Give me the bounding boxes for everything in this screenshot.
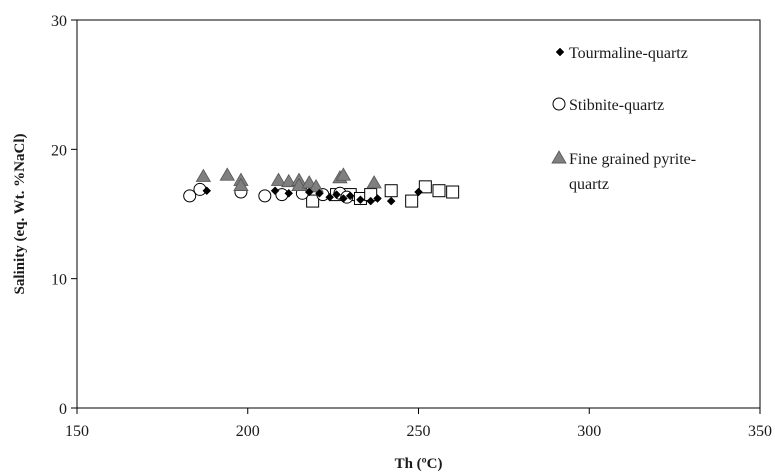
diamond-point (332, 190, 341, 199)
diamond-point (373, 194, 382, 203)
triangle-point (219, 167, 235, 181)
triangle-point (233, 177, 249, 191)
data-points (183, 167, 460, 208)
y-tick-label: 0 (59, 401, 67, 418)
diamond-point (345, 191, 355, 201)
square-point (432, 184, 446, 198)
triangle-point (366, 175, 382, 189)
legend: Tourmaline-quartz Stibnite-quartz Fine gra… (551, 45, 696, 193)
y-axis-title: Salinity (eq. Wt. %NaCl) (12, 134, 28, 295)
diamond-point (325, 192, 335, 202)
triangle-point (335, 167, 352, 181)
legend-label: Stibnite-quartz (569, 97, 664, 114)
diamond-point (366, 196, 376, 206)
legend-label: quartz (569, 176, 609, 193)
axes: 150 200 250 300 350 0 10 20 30 (51, 13, 772, 440)
legend-triangle-marker (551, 150, 567, 164)
square-point (306, 194, 320, 208)
legend-diamond-marker (555, 47, 565, 57)
y-tick-label: 10 (51, 272, 67, 289)
diamond-point (339, 194, 348, 203)
y-tick-label: 30 (51, 13, 67, 30)
square-point (418, 180, 432, 194)
diamond-point (202, 186, 212, 196)
x-tick-label: 350 (748, 423, 772, 440)
triangle-point (308, 179, 324, 193)
legend-label: Fine grained pyrite- (569, 151, 696, 168)
triangle-point (270, 172, 287, 186)
plot-area (76, 19, 761, 409)
diamond-point (315, 188, 324, 198)
triangle-point (281, 173, 297, 188)
legend-label: Tourmaline-quartz (569, 45, 688, 62)
x-tick-label: 300 (577, 423, 601, 440)
diamond-point (414, 187, 423, 197)
square-point (446, 185, 460, 199)
x-tick-label: 200 (236, 423, 260, 440)
triangle-point (195, 168, 212, 182)
circle-point (258, 189, 272, 203)
diamond-point (304, 187, 314, 197)
square-point (384, 184, 398, 198)
diamond-point (356, 195, 365, 205)
x-axis-title: Th (ºC) (395, 456, 443, 472)
x-tick-label: 250 (407, 423, 431, 440)
square-point (405, 194, 419, 208)
y-tick-label: 20 (51, 142, 67, 159)
x-tick-label: 150 (65, 423, 89, 440)
legend-circle-marker (552, 97, 566, 111)
diamond-point (270, 186, 280, 196)
diamond-point (386, 196, 396, 206)
circle-point (183, 189, 197, 203)
diamond-point (284, 188, 294, 198)
